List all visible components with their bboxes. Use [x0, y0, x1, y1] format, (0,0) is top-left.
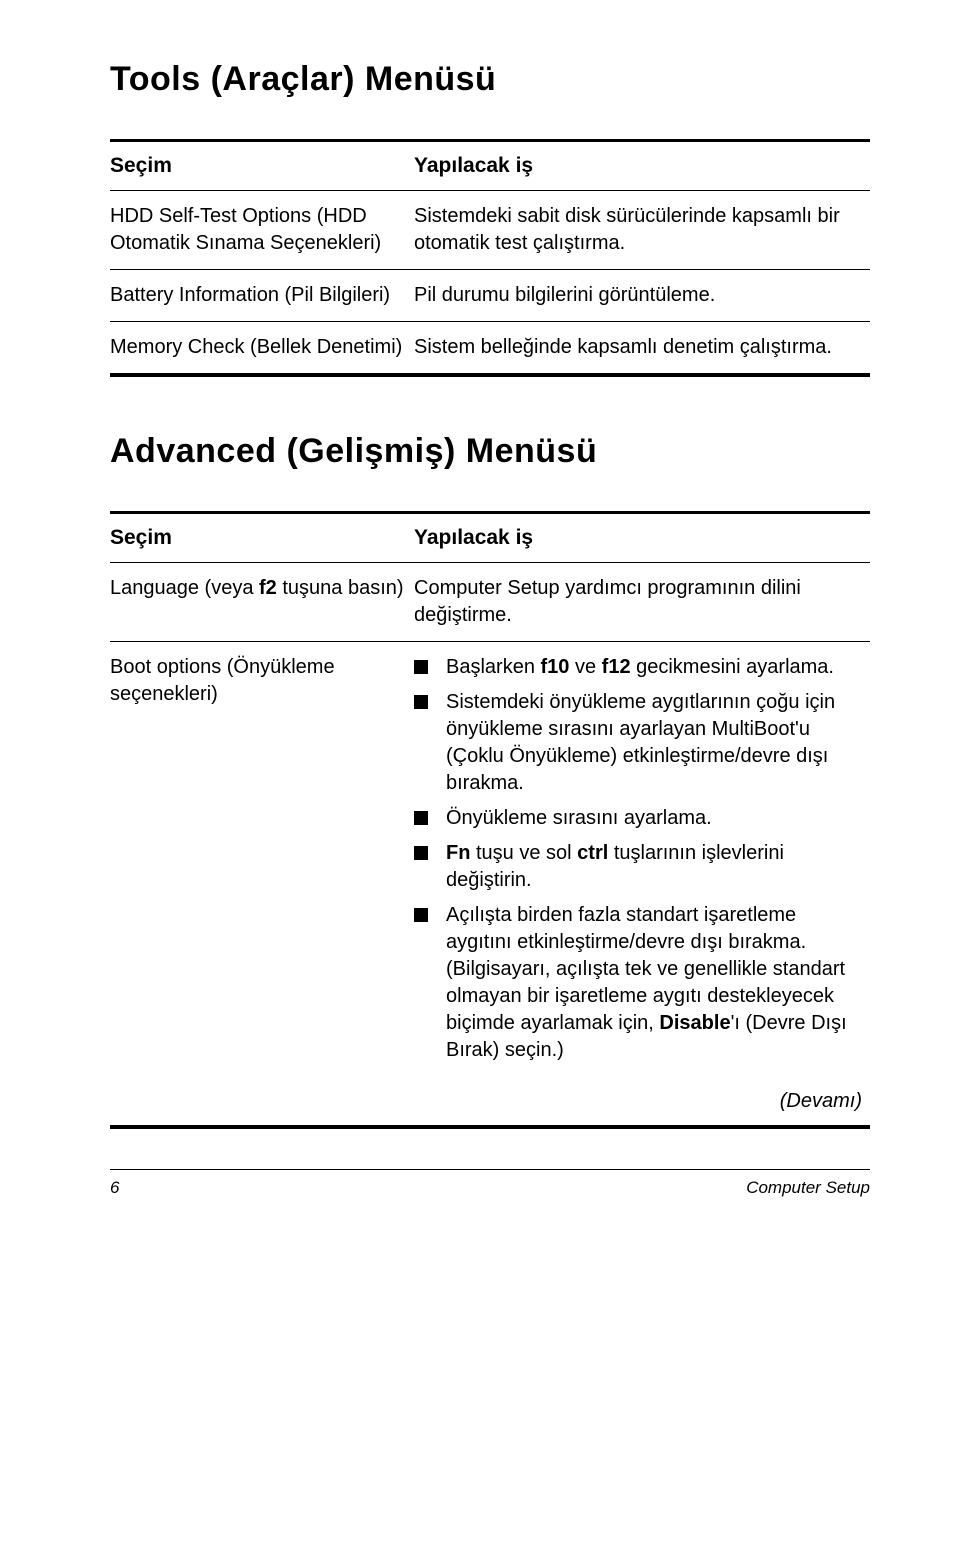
bullet-3-text: Önyükleme sırasını ayarlama. — [446, 805, 862, 832]
list-item: Açılışta birden fazla standart işaretlem… — [414, 902, 862, 1064]
list-item: Önyükleme sırasını ayarlama. — [414, 805, 862, 832]
b4-mid: tuşu ve sol — [470, 842, 577, 864]
tools-row1-right: Sistemdeki sabit disk sürücülerinde kaps… — [414, 191, 870, 270]
b1-pre: Başlarken — [446, 656, 541, 678]
list-item: Fn tuşu ve sol ctrl tuşlarının işlevleri… — [414, 840, 862, 894]
bullet-icon — [414, 695, 428, 709]
b5-disable: Disable — [659, 1012, 730, 1034]
list-item: Başlarken f10 ve f12 gecikmesini ayarlam… — [414, 654, 862, 681]
bullet-icon — [414, 811, 428, 825]
tools-header-left: Seçim — [110, 141, 414, 191]
document-page: Tools (Araçlar) Menüsü Seçim Yapılacak i… — [0, 0, 960, 1238]
tools-row3-left: Memory Check (Bellek Denetimi) — [110, 322, 414, 376]
bullet-1-text: Başlarken f10 ve f12 gecikmesini ayarlam… — [446, 654, 862, 681]
tools-header-right: Yapılacak iş — [414, 141, 870, 191]
tools-row2-right: Pil durumu bilgilerini görüntüleme. — [414, 270, 870, 322]
b1-f10: f10 — [541, 656, 570, 678]
b1-post: gecikmesini ayarlama. — [631, 656, 834, 678]
tools-menu-heading: Tools (Araçlar) Menüsü — [110, 60, 870, 99]
b4-ctrl: ctrl — [577, 842, 608, 864]
advanced-row2-right: Başlarken f10 ve f12 gecikmesini ayarlam… — [414, 642, 870, 1128]
boot-options-list: Başlarken f10 ve f12 gecikmesini ayarlam… — [414, 654, 862, 1064]
advanced-row2-left: Boot options (Önyükleme seçenekleri) — [110, 642, 414, 1128]
list-item: Sistemdeki önyükleme aygıtlarının çoğu i… — [414, 689, 862, 797]
tools-row1-left: HDD Self-Test Options (HDD Otomatik Sına… — [110, 191, 414, 270]
bullet-icon — [414, 660, 428, 674]
lang-pre: Language (veya — [110, 577, 259, 599]
tools-row3-right: Sistem belleğinde kapsamlı denetim çalış… — [414, 322, 870, 376]
b4-fn: Fn — [446, 842, 470, 864]
lang-post: tuşuna basın) — [277, 577, 404, 599]
lang-f2: f2 — [259, 577, 277, 599]
advanced-menu-heading: Advanced (Gelişmiş) Menüsü — [110, 432, 870, 471]
footer-title: Computer Setup — [746, 1178, 870, 1198]
continued-label: (Devamı) — [414, 1072, 862, 1113]
bullet-5-text: Açılışta birden fazla standart işaretlem… — [446, 902, 862, 1064]
tools-row2-left: Battery Information (Pil Bilgileri) — [110, 270, 414, 322]
bullet-4-text: Fn tuşu ve sol ctrl tuşlarının işlevleri… — [446, 840, 862, 894]
tools-table: Seçim Yapılacak iş HDD Self-Test Options… — [110, 139, 870, 377]
bullet-2-text: Sistemdeki önyükleme aygıtlarının çoğu i… — [446, 689, 862, 797]
page-footer: 6 Computer Setup — [110, 1169, 870, 1198]
advanced-header-left: Seçim — [110, 513, 414, 563]
b1-mid: ve — [569, 656, 601, 678]
advanced-row1-right: Computer Setup yardımcı programının dili… — [414, 563, 870, 642]
page-number: 6 — [110, 1178, 119, 1198]
bullet-icon — [414, 908, 428, 922]
advanced-table: Seçim Yapılacak iş Language (veya f2 tuş… — [110, 511, 870, 1129]
advanced-row1-left: Language (veya f2 tuşuna basın) — [110, 563, 414, 642]
b1-f12: f12 — [602, 656, 631, 678]
bullet-icon — [414, 846, 428, 860]
advanced-header-right: Yapılacak iş — [414, 513, 870, 563]
